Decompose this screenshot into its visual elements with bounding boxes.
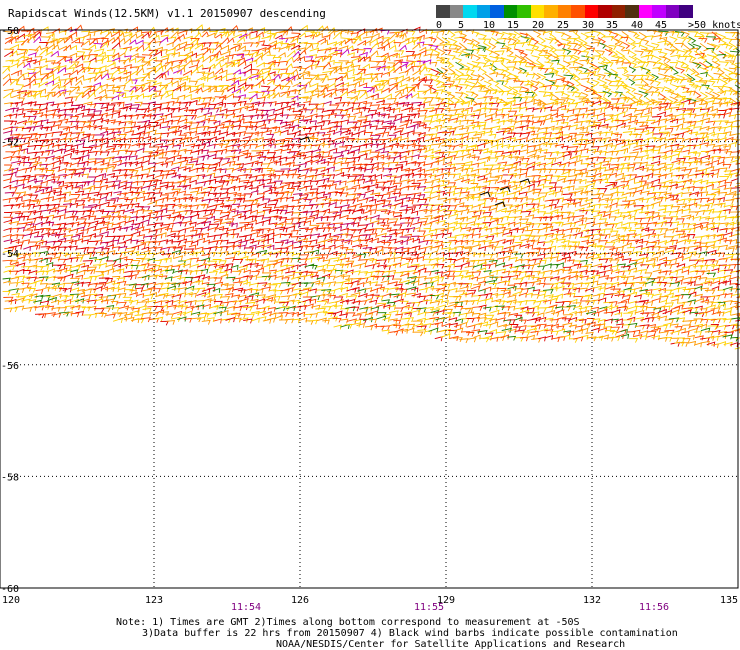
legend-label: >50 knots xyxy=(688,20,740,31)
footnotes: Note: 1) Times are GMT 2)Times along bot… xyxy=(116,617,678,650)
y-tick-label: -58 xyxy=(1,472,19,483)
y-tick-label: -60 xyxy=(1,584,19,595)
x-tick-label: 135 xyxy=(720,595,738,606)
y-tick-label: -50 xyxy=(1,26,19,37)
legend-swatch xyxy=(530,5,545,18)
y-tick-label: -52 xyxy=(1,138,19,149)
legend-label: 30 xyxy=(582,20,595,31)
x-tick-label: 120 xyxy=(2,595,20,606)
note-line-1: Note: 1) Times are GMT 2)Times along bot… xyxy=(116,617,580,628)
legend-swatch xyxy=(638,5,653,18)
legend-swatch xyxy=(611,5,626,18)
legend-swatch xyxy=(571,5,585,18)
legend-label: 25 xyxy=(557,20,570,31)
legend-label: 40 xyxy=(631,20,644,31)
x-tick-label: 126 xyxy=(291,595,309,606)
wind-barbs-layer xyxy=(2,24,740,350)
legend-swatch xyxy=(665,5,680,18)
note-line-2: 3)Data buffer is 22 hrs from 20150907 4)… xyxy=(142,628,678,639)
legend-label: 5 xyxy=(458,20,465,31)
legend-swatch xyxy=(679,5,693,18)
legend-swatch xyxy=(503,5,518,18)
legend-swatch xyxy=(652,5,666,18)
x-tick-label: 123 xyxy=(145,595,163,606)
pass-time-label: 11:54 xyxy=(231,602,261,613)
legend-label: 0 xyxy=(436,20,443,31)
y-tick-label: -54 xyxy=(1,249,19,260)
pass-time-label: 11:56 xyxy=(639,602,669,613)
legend-label: 35 xyxy=(606,20,619,31)
wind-speed-legend: 0 5 10 15 20 25 30 35 40 45 >50 knots xyxy=(436,5,740,33)
pass-time-label: 11:55 xyxy=(414,602,444,613)
legend-label: 45 xyxy=(655,20,668,31)
legend-swatch xyxy=(544,5,558,18)
legend-swatch xyxy=(625,5,639,18)
note-line-3: NOAA/NESDIS/Center for Satellite Applica… xyxy=(276,639,626,650)
legend-swatch xyxy=(449,5,464,18)
map-title: Rapidscat Winds(12.5KM) v1.1 20150907 de… xyxy=(8,7,326,20)
legend-label: 15 xyxy=(507,20,520,31)
legend-swatch xyxy=(463,5,477,18)
x-tick-label: 132 xyxy=(583,595,601,606)
legend-swatch xyxy=(557,5,572,18)
y-tick-label: -56 xyxy=(1,361,19,372)
lat-lon-grid xyxy=(8,30,738,588)
legend-swatch xyxy=(476,5,491,18)
legend-swatch xyxy=(584,5,599,18)
legend-swatch xyxy=(490,5,504,18)
map-frame xyxy=(0,29,739,589)
x-tick-label: 129 xyxy=(437,595,455,606)
legend-swatch xyxy=(517,5,531,18)
legend-swatch xyxy=(436,5,450,18)
legend-label: 10 xyxy=(483,20,496,31)
legend-swatch xyxy=(598,5,612,18)
legend-label: 20 xyxy=(532,20,545,31)
